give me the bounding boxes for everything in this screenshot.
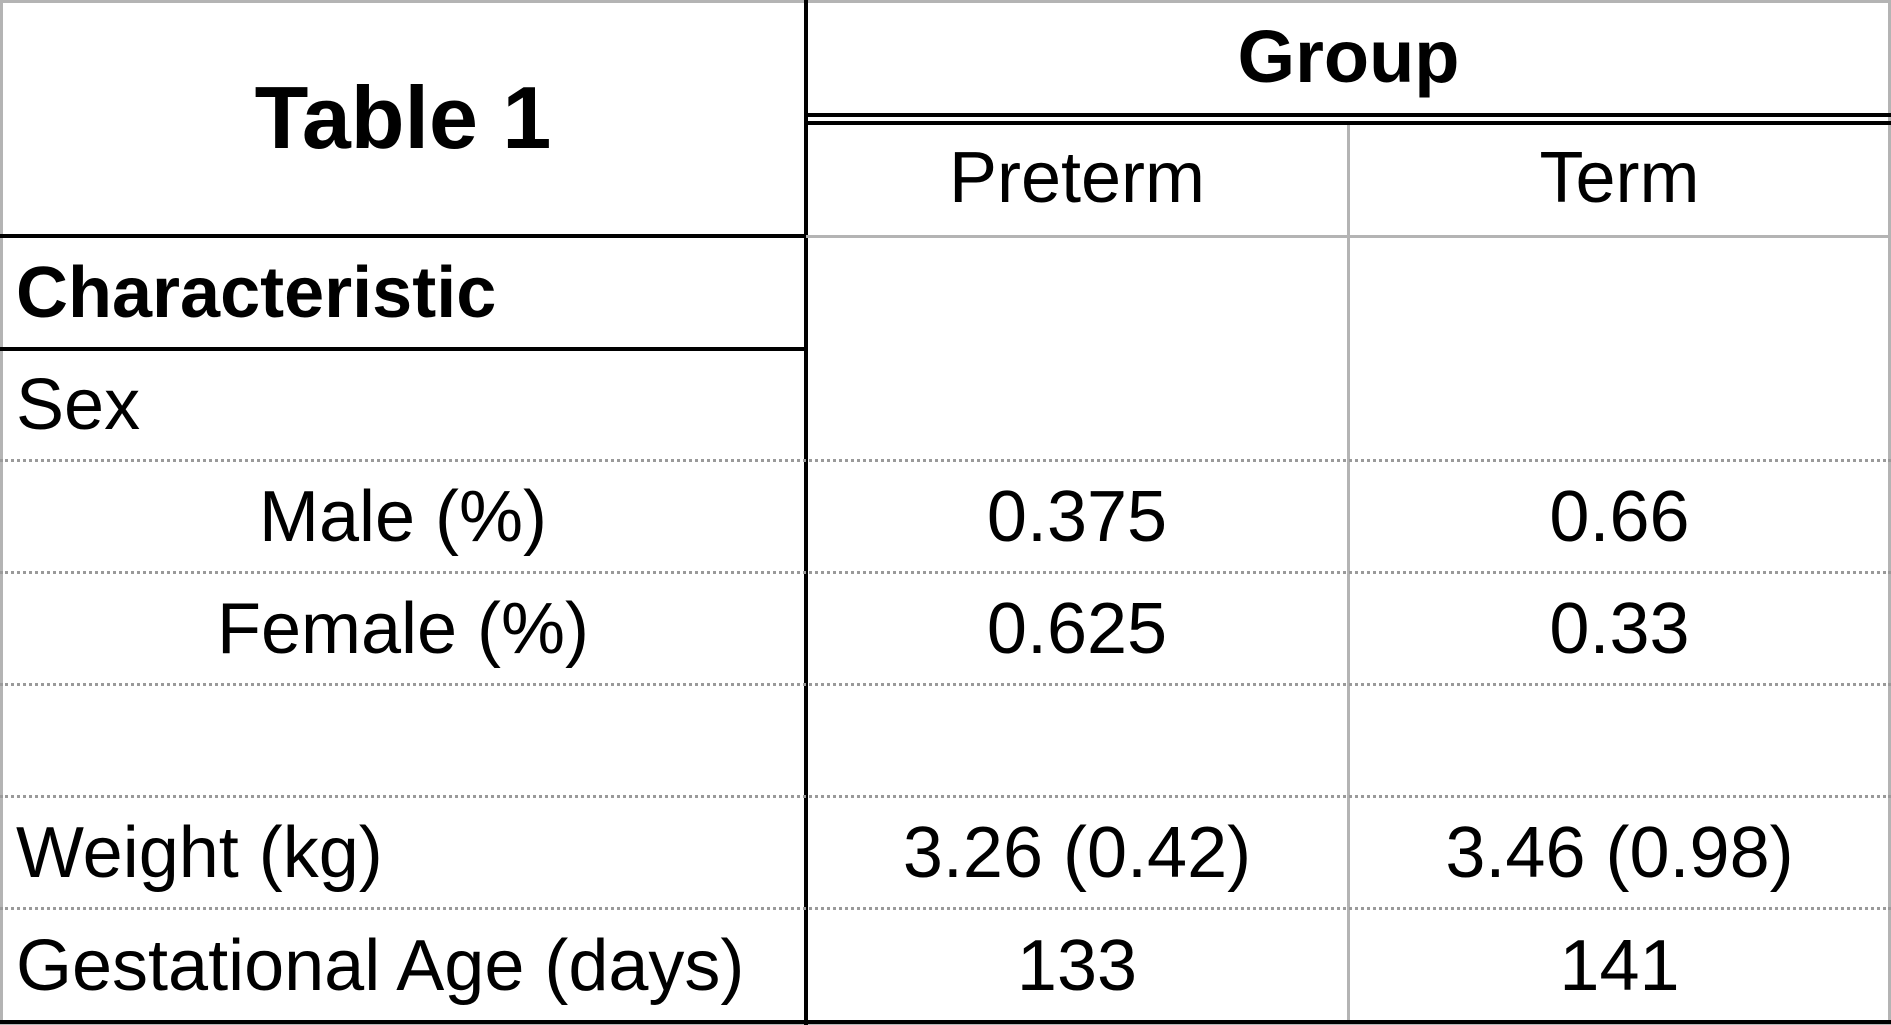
group-underline-top bbox=[806, 113, 1891, 117]
cell-female-term: 0.33 bbox=[1549, 589, 1690, 669]
group-header: Group bbox=[1237, 15, 1460, 98]
cell-male-preterm: 0.375 bbox=[986, 477, 1168, 557]
frame-left-line bbox=[0, 0, 3, 1025]
preterm-term-divider bbox=[1347, 125, 1350, 1025]
cell-male-term: 0.66 bbox=[1549, 477, 1690, 557]
column-header-term: Term bbox=[1539, 137, 1700, 218]
row-label-male: Male (%) bbox=[258, 477, 548, 557]
row-label-weight: Weight (kg) bbox=[16, 813, 383, 893]
table-title: Table 1 bbox=[254, 67, 552, 167]
row-separator bbox=[0, 459, 1891, 462]
characteristic-underline bbox=[0, 347, 806, 351]
group-underline-bottom bbox=[806, 121, 1891, 125]
frame-right-line bbox=[1888, 0, 1891, 1025]
row-separator bbox=[0, 795, 1891, 798]
cell-gestational-age-preterm: 133 bbox=[1016, 926, 1138, 1006]
row-label-empty bbox=[0, 686, 806, 796]
row-label-gestational-age: Gestational Age (days) bbox=[16, 926, 745, 1006]
cell-weight-term: 3.46 (0.98) bbox=[1445, 813, 1794, 893]
row-separator bbox=[0, 683, 1891, 686]
title-underline bbox=[0, 234, 806, 238]
column-header-preterm: Preterm bbox=[948, 137, 1206, 218]
column-header-underline bbox=[806, 235, 1891, 238]
cell-gestational-age-term: 141 bbox=[1559, 926, 1680, 1006]
cell-weight-preterm: 3.26 (0.42) bbox=[902, 813, 1252, 893]
cell-female-preterm: 0.625 bbox=[986, 589, 1168, 669]
row-label-sex: Sex bbox=[16, 365, 141, 445]
table-bottom-border bbox=[0, 1020, 1891, 1024]
characteristic-header: Characteristic bbox=[16, 252, 497, 333]
frame-top-line bbox=[0, 0, 1891, 3]
label-column-divider bbox=[804, 0, 808, 1025]
row-label-female: Female (%) bbox=[216, 589, 590, 669]
row-separator bbox=[0, 571, 1891, 574]
row-separator bbox=[0, 907, 1891, 910]
